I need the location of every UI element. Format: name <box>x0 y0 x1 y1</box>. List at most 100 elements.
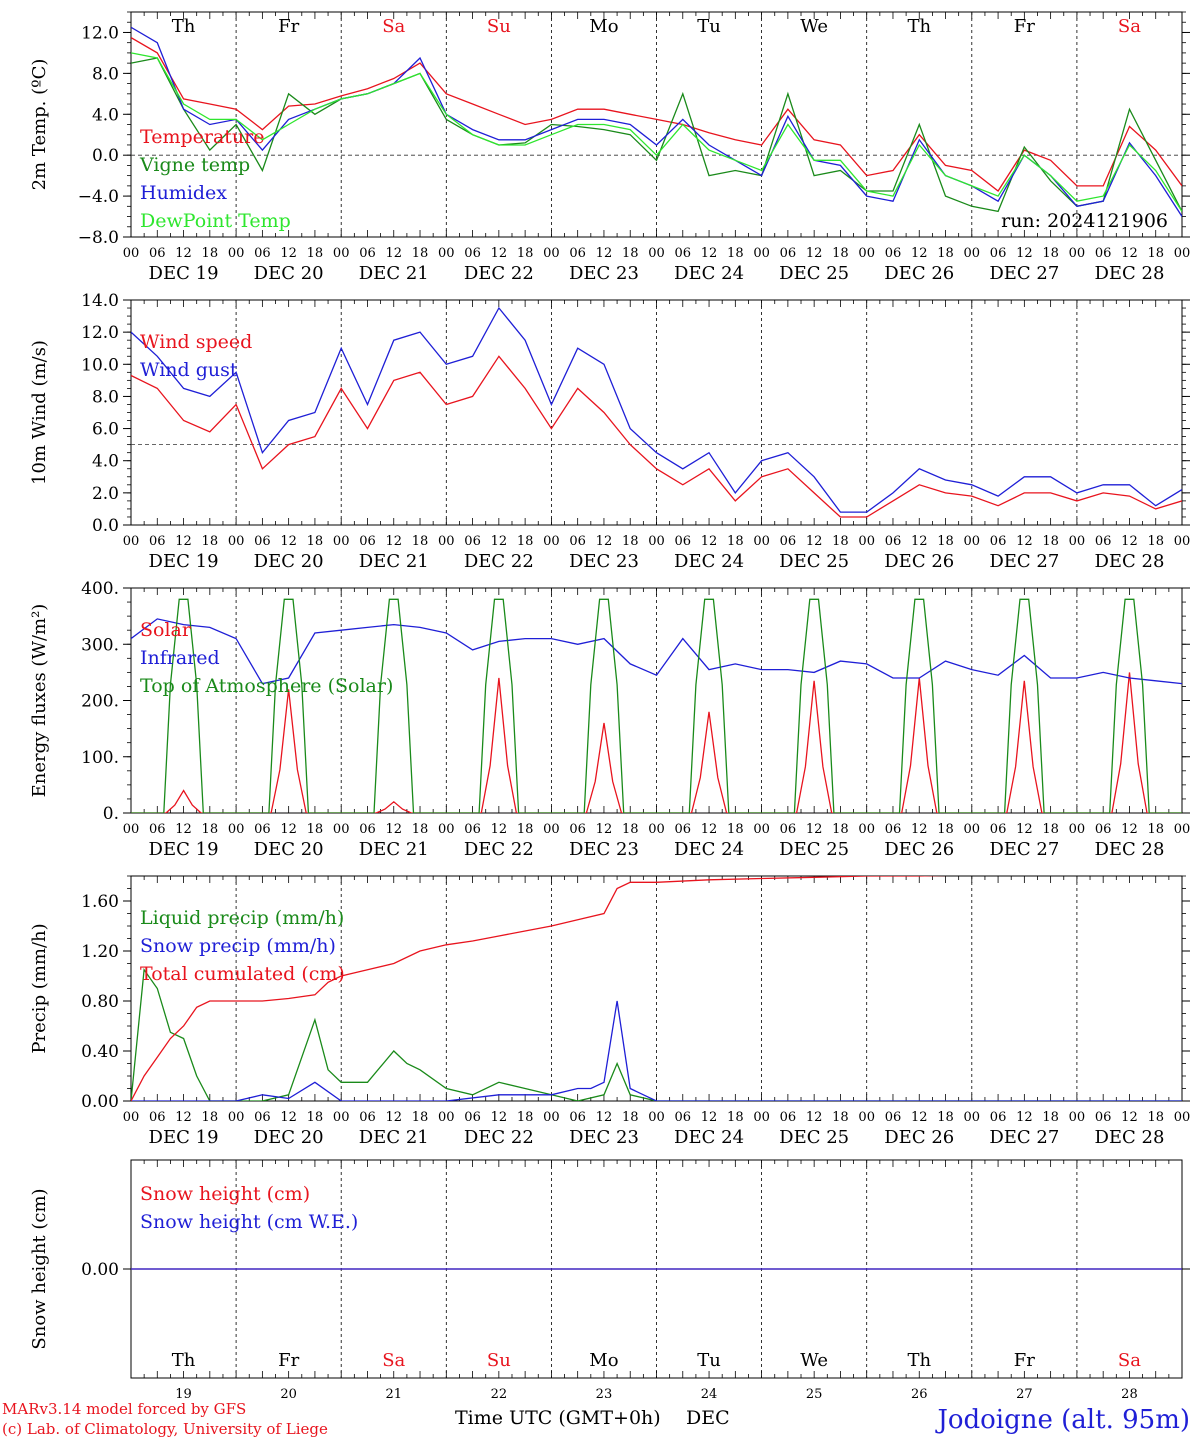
hour-label: 12 <box>385 822 402 837</box>
hour-label: 18 <box>307 822 324 837</box>
series-line <box>131 306 1182 513</box>
panel-snow: 0.00 Snow height (cm) Snow height (cm) Snow… <box>29 1159 1190 1402</box>
legend-entry: Top of Atmosphere (Solar) <box>140 675 393 697</box>
day-name-label: Mo <box>589 1350 618 1371</box>
day-number-label: 24 <box>701 1387 718 1402</box>
day-name-label: Sa <box>1118 1350 1141 1371</box>
series-line <box>131 598 1182 813</box>
hour-label: 12 <box>806 246 823 261</box>
hour-label: 12 <box>1121 822 1138 837</box>
day-name-label: Th <box>907 16 931 37</box>
hour-label: 06 <box>149 822 166 837</box>
hour-label: 00 <box>123 246 140 261</box>
hour-label: 18 <box>727 534 744 549</box>
date-label: DEC 25 <box>779 839 849 860</box>
hour-label: 06 <box>569 246 586 261</box>
hour-label: 06 <box>780 822 797 837</box>
hour-label: 18 <box>937 246 954 261</box>
date-label: DEC 23 <box>569 263 639 284</box>
hour-label: 18 <box>1042 246 1059 261</box>
y-axis-label: Energy fluxes (W/m²) <box>29 604 50 798</box>
hour-label: 18 <box>412 246 429 261</box>
date-label: DEC 28 <box>1094 839 1164 860</box>
hour-label: 12 <box>1016 246 1033 261</box>
date-label: DEC 23 <box>569 1127 639 1148</box>
legend-entry: Wind gust <box>140 359 238 381</box>
hour-label: 18 <box>517 822 534 837</box>
hour-label: 12 <box>596 534 613 549</box>
hour-label: 06 <box>359 822 376 837</box>
hour-label: 18 <box>202 822 219 837</box>
series-line <box>131 968 1182 1101</box>
hour-label: 00 <box>228 246 245 261</box>
hour-label: 18 <box>727 822 744 837</box>
day-number-label: 27 <box>1016 1387 1033 1402</box>
y-axis-label: Snow height (cm) <box>29 1188 50 1349</box>
date-label: DEC 25 <box>779 263 849 284</box>
day-number-label: 19 <box>175 1387 192 1402</box>
y-tick-label: 0.00 <box>81 1092 119 1112</box>
hour-label: 06 <box>675 1110 692 1125</box>
hour-label: 00 <box>964 246 981 261</box>
hour-label: 00 <box>1174 534 1191 549</box>
y-tick-label: 0.40 <box>81 1042 119 1062</box>
hour-label: 06 <box>254 822 271 837</box>
hour-label: 18 <box>1147 246 1164 261</box>
day-number-label: 23 <box>596 1387 613 1402</box>
hour-label: 18 <box>202 1110 219 1125</box>
hour-label: 12 <box>1016 1110 1033 1125</box>
hour-label: 18 <box>517 534 534 549</box>
hour-label: 12 <box>1016 534 1033 549</box>
date-label: DEC 25 <box>779 1127 849 1148</box>
hour-label: 18 <box>1147 1110 1164 1125</box>
y-tick-label: 0. <box>103 804 119 824</box>
day-name-label: Th <box>907 1350 931 1371</box>
series-line <box>131 57 1182 213</box>
day-name-label: Fr <box>1014 16 1035 37</box>
hour-label: 00 <box>648 822 665 837</box>
date-label: DEC 25 <box>779 551 849 572</box>
date-label: DEC 22 <box>464 1127 534 1148</box>
hour-label: 18 <box>307 534 324 549</box>
hour-label: 18 <box>412 822 429 837</box>
legend-entry: Snow height (cm) <box>140 1183 310 1205</box>
hour-label: 18 <box>202 534 219 549</box>
hour-label: 18 <box>1147 534 1164 549</box>
hour-label: 06 <box>359 246 376 261</box>
hour-label: 00 <box>858 822 875 837</box>
hour-label: 00 <box>228 822 245 837</box>
y-tick-label: 1.20 <box>81 942 119 962</box>
hour-label: 12 <box>701 822 718 837</box>
hour-label: 00 <box>648 1110 665 1125</box>
date-label: DEC 28 <box>1094 1127 1164 1148</box>
hour-label: 00 <box>1069 534 1086 549</box>
date-label: DEC 23 <box>569 551 639 572</box>
date-label: DEC 21 <box>359 263 429 284</box>
legend-entry: Total cumulated (cm) <box>140 963 345 985</box>
hour-label: 06 <box>675 534 692 549</box>
y-tick-label: 1.60 <box>81 892 119 912</box>
hour-label: 18 <box>727 246 744 261</box>
legend-entry: Snow height (cm W.E.) <box>140 1211 358 1233</box>
hour-label: 00 <box>1174 1110 1191 1125</box>
hour-label: 12 <box>806 1110 823 1125</box>
y-tick-label: 8.0 <box>92 387 119 407</box>
panel-precip: 1.60 1.20 0.80 0.40 0.00 Precip (mm/h) Liquid … <box>29 875 1191 1148</box>
panel-temperature: 12.0 8.0 4.0 0.0 −4.0 −8.0 2m Temp. (ºC) Temper… <box>29 11 1190 284</box>
day-name-label: Tu <box>697 16 721 37</box>
hour-label: 00 <box>858 534 875 549</box>
series-line <box>131 672 1182 813</box>
hour-label: 00 <box>333 822 350 837</box>
y-tick-label: 8.0 <box>92 64 119 84</box>
hour-label: 18 <box>622 822 639 837</box>
hour-label: 00 <box>543 1110 560 1125</box>
hour-label: 00 <box>438 534 455 549</box>
y-tick-label: 0.0 <box>92 516 119 536</box>
series-line <box>131 355 1182 518</box>
date-label: DEC 20 <box>254 551 324 572</box>
hour-label: 12 <box>385 1110 402 1125</box>
hour-label: 06 <box>885 246 902 261</box>
credit-line-2: (c) Lab. of Climatology, University of L… <box>2 1420 328 1438</box>
hour-label: 06 <box>359 1110 376 1125</box>
y-tick-label: 14.0 <box>81 291 119 311</box>
